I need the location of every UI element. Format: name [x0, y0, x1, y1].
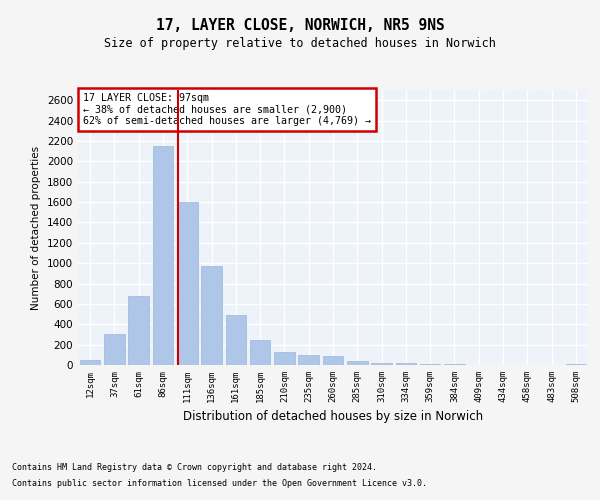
X-axis label: Distribution of detached houses by size in Norwich: Distribution of detached houses by size …	[183, 410, 483, 424]
Text: Contains public sector information licensed under the Open Government Licence v3: Contains public sector information licen…	[12, 478, 427, 488]
Text: 17 LAYER CLOSE: 97sqm
← 38% of detached houses are smaller (2,900)
62% of semi-d: 17 LAYER CLOSE: 97sqm ← 38% of detached …	[83, 93, 371, 126]
Bar	[347, 362, 368, 365]
Bar	[444, 364, 465, 365]
Bar	[177, 202, 197, 365]
Bar	[152, 146, 173, 365]
Bar	[201, 266, 222, 365]
Bar	[566, 364, 586, 365]
Text: 17, LAYER CLOSE, NORWICH, NR5 9NS: 17, LAYER CLOSE, NORWICH, NR5 9NS	[155, 18, 445, 32]
Bar	[274, 352, 295, 365]
Text: Size of property relative to detached houses in Norwich: Size of property relative to detached ho…	[104, 38, 496, 51]
Bar	[80, 360, 100, 365]
Bar	[226, 315, 246, 365]
Bar	[298, 355, 319, 365]
Bar	[371, 364, 392, 365]
Y-axis label: Number of detached properties: Number of detached properties	[31, 146, 41, 310]
Text: Contains HM Land Registry data © Crown copyright and database right 2024.: Contains HM Land Registry data © Crown c…	[12, 464, 377, 472]
Bar	[395, 363, 416, 365]
Bar	[128, 296, 149, 365]
Bar	[420, 364, 440, 365]
Bar	[250, 340, 271, 365]
Bar	[104, 334, 125, 365]
Bar	[323, 356, 343, 365]
